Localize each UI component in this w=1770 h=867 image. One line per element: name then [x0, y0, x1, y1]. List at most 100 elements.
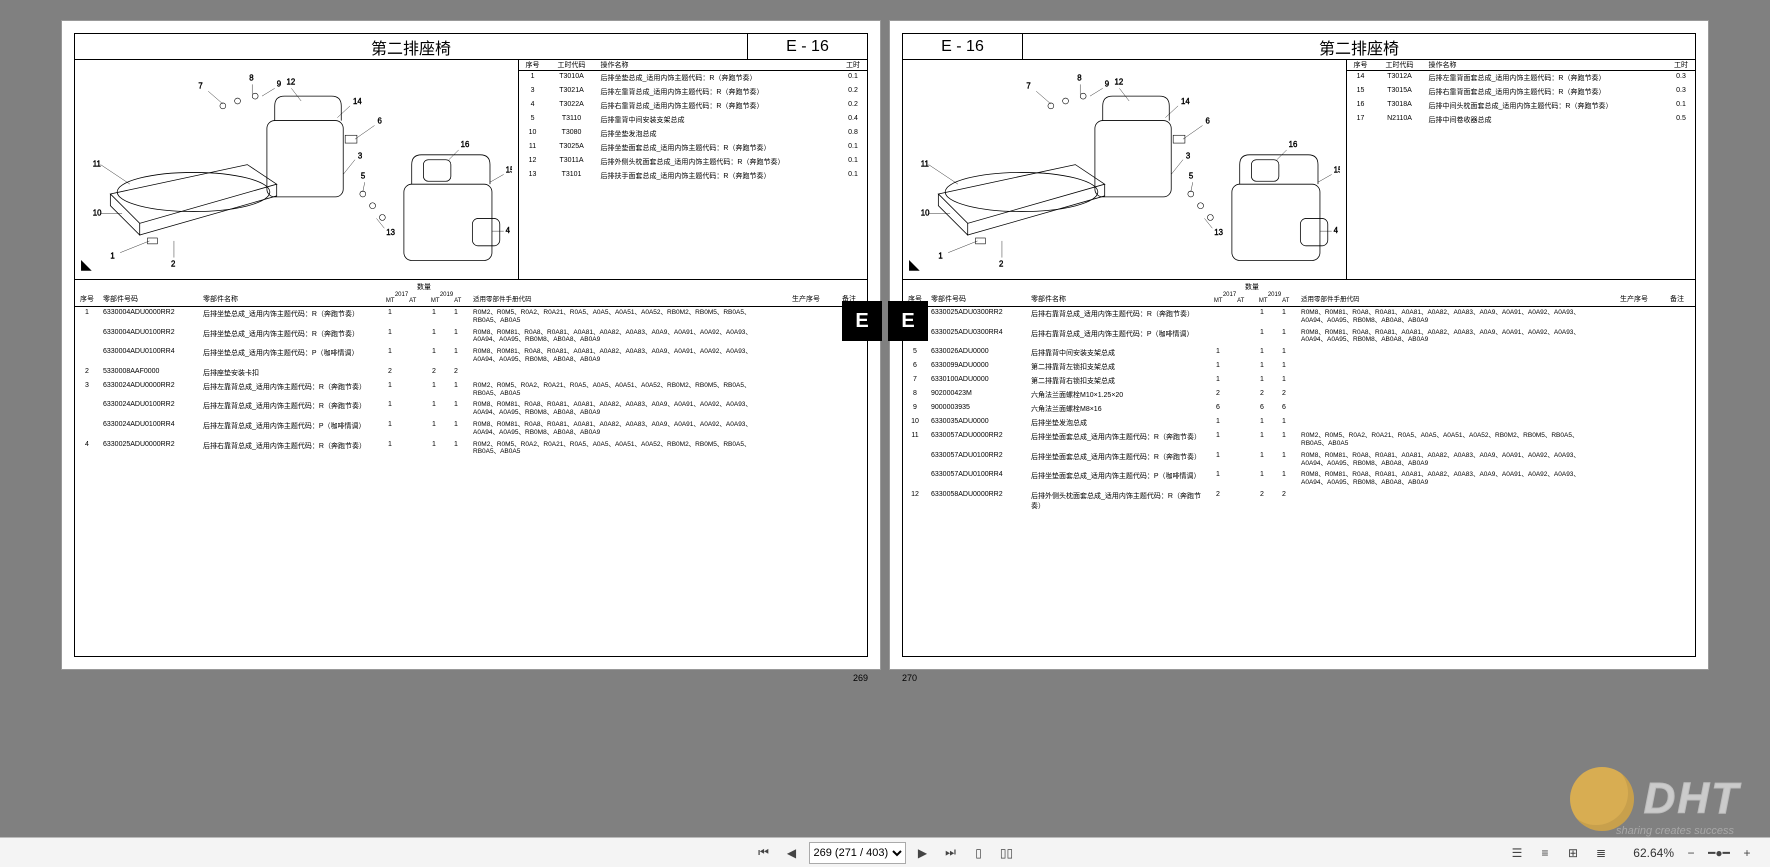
ops-hours: 0.3 — [1667, 87, 1695, 97]
qty-cell: 1 — [1207, 452, 1229, 459]
qty-cell: 1 — [1207, 376, 1229, 383]
ops-seq: 11 — [519, 143, 547, 153]
parts-row: 16330004ADU0000RR2后排坐垫总成_适用内饰主题代码：R（奔跑节奏… — [75, 307, 867, 327]
first-page-button[interactable]: ⏮ — [753, 842, 775, 864]
ops-code: T3022A — [547, 101, 597, 111]
ops-seq: 10 — [519, 129, 547, 139]
qty-cell: 1 — [445, 421, 467, 428]
part-number: 6330057ADU0100RR2 — [927, 452, 1027, 459]
qty-cell — [401, 329, 423, 336]
qty-cell: 1 — [1273, 309, 1295, 316]
ops-seq: 13 — [519, 171, 547, 181]
ops-name: 后排右靠背面套总成_适用内饰主题代码：R（奔跑节奏） — [1425, 87, 1667, 97]
ops-row: 11T3025A后排坐垫面套总成_适用内饰主题代码：R（奔跑节奏）0.1 — [519, 141, 867, 155]
part-number: 6330100ADU0000 — [927, 376, 1027, 383]
ops-code: T3101 — [547, 171, 597, 181]
svg-text:10: 10 — [921, 208, 930, 217]
zoom-out-button[interactable]: − — [1680, 842, 1702, 864]
ph-prod: 生产序号 — [781, 294, 831, 304]
qty-cell: 1 — [1273, 329, 1295, 336]
qty-cell: 1 — [445, 401, 467, 408]
qty-cell: 2 — [1273, 491, 1295, 498]
qty-cell: 2 — [1251, 390, 1273, 397]
ph-mt2: MT — [424, 298, 447, 304]
parts-row: 126330058ADU0000RR2后排外侧头枕面套总成_适用内饰主题代码：R… — [903, 489, 1695, 513]
zoom-level: 62.64% — [1618, 846, 1674, 860]
qty-cell — [1229, 362, 1251, 369]
qty-cell: 2 — [379, 368, 401, 375]
ph-mt: MT — [379, 298, 402, 304]
part-name: 后排右靠背总成_适用内饰主题代码：R（奔跑节奏） — [1027, 309, 1207, 319]
ops-h-hours: 工时 — [839, 60, 867, 70]
part-codes: R0M8、R0M81、R0A8、R0A81、A0A81、A0A82、A0A83、… — [1297, 329, 1609, 345]
part-name: 后排右靠背总成_适用内饰主题代码：P（咖啡情调） — [1027, 329, 1207, 339]
zoom-in-button[interactable]: + — [1736, 842, 1758, 864]
ops-name: 后排扶手面套总成_适用内饰主题代码：R（奔跑节奏） — [597, 171, 839, 181]
page-select[interactable]: 269 (271 / 403) — [809, 842, 906, 864]
qty-cell: 1 — [1273, 452, 1295, 459]
parts-row: 6330004ADU0100RR2后排坐垫总成_适用内饰主题代码：R（奔跑节奏）… — [75, 327, 867, 347]
qty-cell — [1229, 376, 1251, 383]
qty-cell: 6 — [1251, 404, 1273, 411]
svg-text:7: 7 — [198, 81, 202, 90]
ph-codes: 适用零部件手册代码 — [1297, 296, 1609, 304]
single-page-view-button[interactable]: ▯ — [968, 842, 990, 864]
qty-cell: 1 — [1273, 432, 1295, 439]
part-name: 后排坐垫面套总成_适用内饰主题代码：R（奔跑节奏） — [1027, 432, 1207, 442]
next-page-button[interactable]: ▶ — [912, 842, 934, 864]
part-seq: 10 — [903, 418, 927, 425]
part-seq: 9 — [903, 404, 927, 411]
page-title: 第二排座椅 — [75, 35, 747, 59]
last-page-button[interactable]: ⏭ — [940, 842, 962, 864]
qty-cell: 1 — [1207, 348, 1229, 355]
part-name: 六角法兰面螺栓M8×16 — [1027, 404, 1207, 414]
svg-text:3: 3 — [358, 152, 362, 161]
parts-row: 6330057ADU0100RR2后排坐垫面套总成_适用内饰主题代码：R（奔跑节… — [903, 450, 1695, 470]
qty-cell: 1 — [1251, 329, 1273, 336]
part-name: 后排坐垫面套总成_适用内饰主题代码：R（奔跑节奏） — [1027, 452, 1207, 462]
view-mode-3-button[interactable]: ⊞ — [1562, 842, 1584, 864]
qty-cell: 1 — [379, 329, 401, 336]
qty-cell: 1 — [423, 309, 445, 316]
part-seq: 3 — [75, 382, 99, 389]
ops-hours: 0.2 — [839, 87, 867, 97]
ph-pn: 零部件号码 — [99, 294, 199, 304]
svg-text:10: 10 — [93, 208, 102, 217]
qty-cell: 2 — [423, 368, 445, 375]
part-name: 后排坐垫发泡总成 — [1027, 418, 1207, 428]
exploded-diagram: 11 10 1 2 7 8 9 12 14 3 6 13 15 — [903, 60, 1347, 279]
svg-text:8: 8 — [249, 73, 253, 82]
qty-cell — [401, 401, 423, 408]
part-codes: R0M2、R0M5、R0A2、R0A21、R0A5、A0A5、A0A51、A0A… — [469, 309, 781, 325]
view-mode-2-button[interactable]: ≡ — [1534, 842, 1556, 864]
view-mode-4-button[interactable]: ≣ — [1590, 842, 1612, 864]
ops-code: T3010A — [547, 73, 597, 83]
ops-code: T3021A — [547, 87, 597, 97]
part-seq: 1 — [75, 309, 99, 316]
two-page-view-button[interactable]: ▯▯ — [996, 842, 1018, 864]
svg-text:1: 1 — [110, 252, 114, 261]
zoom-slider[interactable]: ━●━ — [1708, 842, 1730, 864]
ops-name: 后排左靠背总成_适用内饰主题代码：R（奔跑节奏） — [597, 87, 839, 97]
part-codes: R0M8、R0M81、R0A8、R0A81、A0A81、A0A82、A0A83、… — [469, 329, 781, 345]
prev-page-button[interactable]: ◀ — [781, 842, 803, 864]
ops-code: T3012A — [1375, 73, 1425, 83]
qty-cell: 1 — [423, 421, 445, 428]
part-name: 后排左靠背总成_适用内饰主题代码：R（奔跑节奏） — [199, 382, 379, 392]
parts-row: 46330025ADU0000RR2后排右靠背总成_适用内饰主题代码：R（奔跑节… — [75, 439, 867, 459]
parts-row: 66330099ADU0000第二排靠背左锁扣支架总成111 — [903, 360, 1695, 374]
part-name: 后排左靠背总成_适用内饰主题代码：R（奔跑节奏） — [199, 401, 379, 411]
qty-cell — [401, 309, 423, 316]
part-seq: 8 — [903, 390, 927, 397]
qty-cell — [401, 382, 423, 389]
ops-row: 16T3018A后排中间头枕面套总成_适用内饰主题代码：R（奔跑节奏）0.1 — [1347, 99, 1695, 113]
part-codes: R0M8、R0M81、R0A8、R0A81、A0A81、A0A82、A0A83、… — [1297, 452, 1609, 468]
ops-seq: 5 — [519, 115, 547, 125]
ops-h-code: 工时代码 — [1375, 60, 1425, 70]
view-mode-1-button[interactable]: ☰ — [1506, 842, 1528, 864]
ph-qty: 数量 — [379, 282, 469, 292]
page-title: 第二排座椅 — [1023, 35, 1695, 59]
ops-name: 后排中间头枕面套总成_适用内饰主题代码：R（奔跑节奏） — [1425, 101, 1667, 111]
ph-pn: 零部件号码 — [927, 294, 1027, 304]
ops-hours: 0.1 — [839, 171, 867, 181]
